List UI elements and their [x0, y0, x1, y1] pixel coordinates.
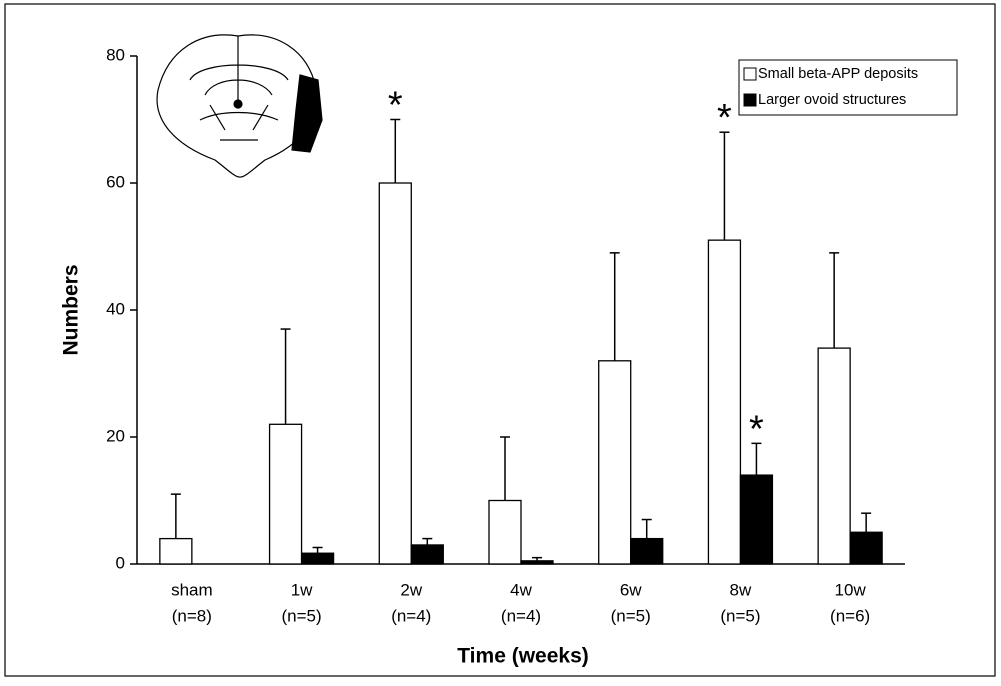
x-tick-note: (n=8)	[172, 606, 212, 625]
legend-swatch	[743, 93, 757, 107]
x-tick-note: (n=4)	[391, 606, 431, 625]
x-tick-label: 8w	[730, 580, 752, 599]
bar	[268, 423, 303, 565]
significance-mark: *	[388, 85, 403, 127]
x-tick-note: (n=5)	[281, 606, 321, 625]
x-axis-title: Time (weeks)	[457, 645, 589, 668]
y-tick-label: 60	[106, 172, 125, 191]
x-tick-note: (n=5)	[611, 606, 651, 625]
y-tick-label: 40	[106, 299, 125, 318]
bar	[739, 474, 774, 565]
brain-inset	[156, 34, 323, 178]
legend-swatch	[743, 67, 757, 81]
bar	[300, 552, 335, 565]
bar	[378, 182, 412, 565]
x-tick-label: 10w	[835, 580, 867, 599]
x-tick-label: 2w	[400, 580, 422, 599]
legend-label: Larger ovoid structures	[758, 92, 906, 108]
bar	[849, 531, 883, 565]
y-tick-label: 20	[106, 426, 125, 445]
bar	[817, 347, 851, 565]
bar	[707, 239, 742, 565]
x-tick-note: (n=5)	[720, 606, 760, 625]
significance-mark: *	[717, 97, 732, 139]
x-tick-label: 6w	[620, 580, 642, 599]
bar	[598, 360, 632, 565]
legend-label: Small beta-APP deposits	[758, 66, 918, 82]
y-axis-title: Numbers	[60, 264, 83, 355]
y-tick-label: 80	[106, 45, 125, 64]
legend	[738, 59, 958, 116]
bar	[159, 537, 193, 565]
bar	[520, 560, 554, 565]
x-tick-note: (n=6)	[830, 606, 870, 625]
x-tick-label: sham	[171, 580, 213, 599]
bar	[488, 499, 522, 565]
significance-mark: *	[749, 408, 764, 450]
x-tick-label: 4w	[510, 580, 532, 599]
x-tick-note: (n=4)	[501, 606, 541, 625]
y-tick-label: 0	[116, 553, 125, 572]
bar	[630, 537, 664, 565]
bar	[410, 544, 444, 565]
x-tick-label: 1w	[291, 580, 313, 599]
